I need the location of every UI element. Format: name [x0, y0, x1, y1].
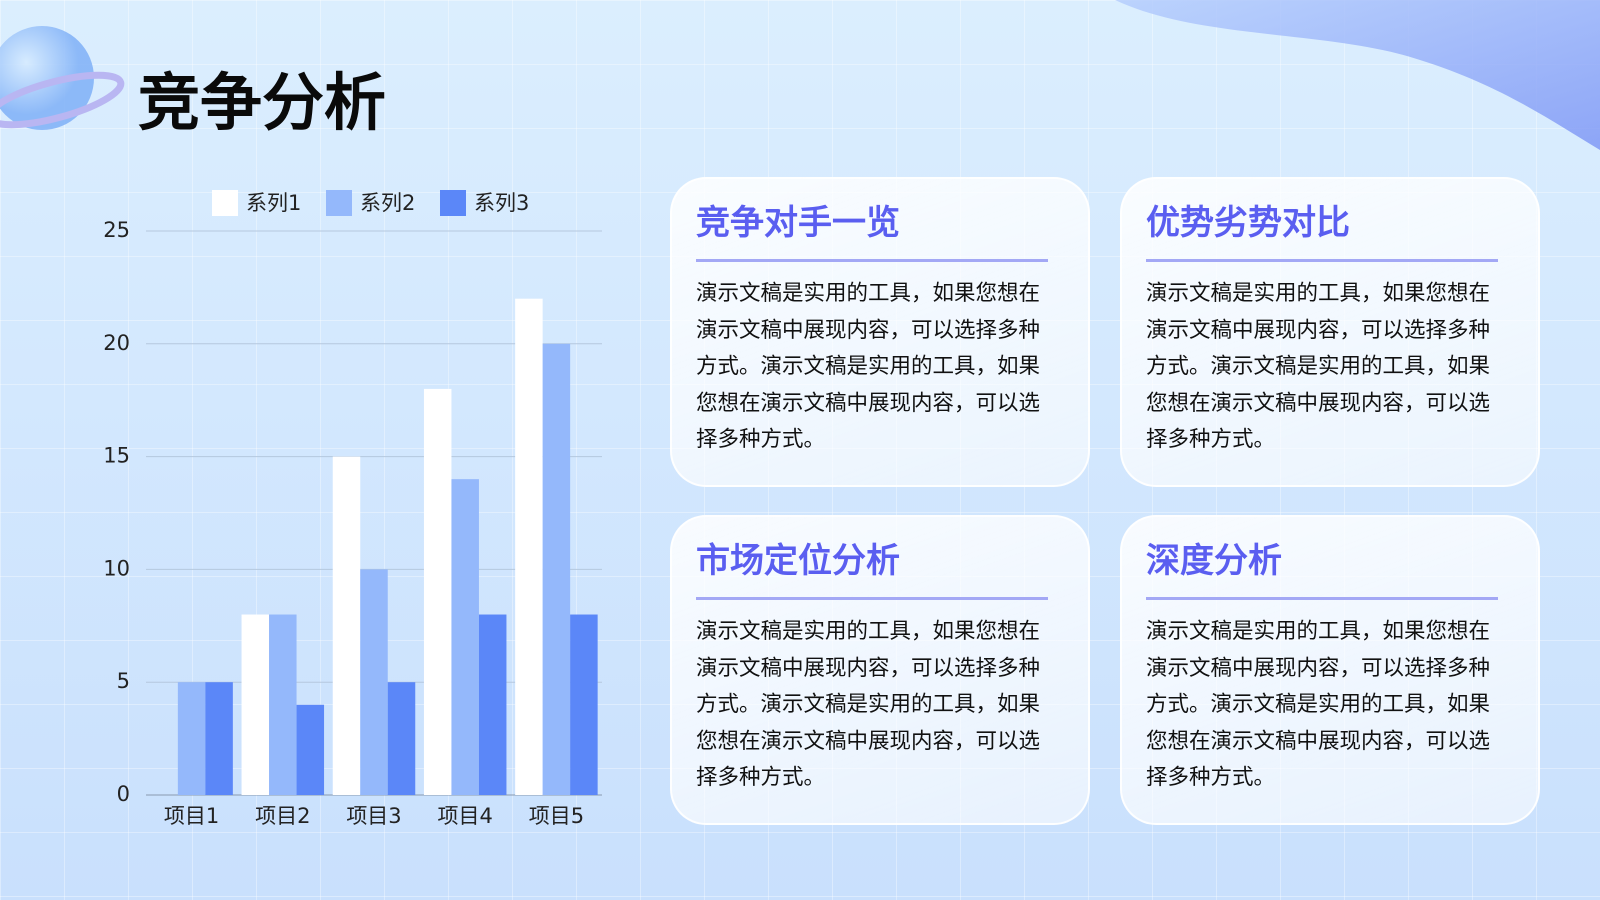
y-tick-label: 10	[103, 556, 130, 580]
x-tick-label: 项目5	[529, 804, 584, 828]
bar	[478, 614, 507, 795]
legend-label: 系列3	[474, 191, 529, 215]
card: 竞争对手一览演示文稿是实用的工具，如果您想在演示文稿中展现内容，可以选择多种方式…	[670, 177, 1090, 487]
bar	[451, 479, 479, 795]
legend-swatch	[326, 190, 352, 216]
bar	[296, 704, 325, 795]
y-tick-label: 20	[103, 331, 130, 355]
chart: 0 5 10 15 20 25 项目1 项目2 项目3 项目4 项目5 系列1 系列2 系列3	[103, 190, 602, 828]
card: 深度分析演示文稿是实用的工具，如果您想在演示文稿中展现内容，可以选择多种方式。演…	[1120, 515, 1540, 825]
card-title: 优势劣势对比	[1146, 203, 1350, 243]
card-title: 深度分析	[1146, 541, 1282, 581]
card-body: 演示文稿是实用的工具，如果您想在演示文稿中展现内容，可以选择多种方式。演示文稿是…	[1146, 619, 1491, 790]
bar	[423, 388, 452, 795]
bar	[360, 569, 388, 795]
bar	[269, 614, 297, 795]
bar	[205, 682, 233, 795]
card-title: 市场定位分析	[696, 541, 900, 581]
y-tick-label: 5	[117, 669, 130, 693]
bar	[241, 614, 270, 795]
bar	[332, 456, 361, 795]
x-tick-label: 项目1	[164, 804, 219, 828]
card-rule	[696, 259, 1048, 262]
y-tick-label: 15	[103, 444, 130, 468]
bar	[542, 343, 571, 795]
bar	[570, 614, 598, 795]
legend-label: 系列2	[360, 191, 415, 215]
bar	[387, 682, 416, 795]
card-title: 竞争对手一览	[696, 203, 900, 243]
wave	[1115, 0, 1600, 150]
card-rule	[1146, 597, 1498, 600]
planet	[0, 26, 94, 130]
page-title: 竞争分析	[138, 66, 387, 139]
legend-swatch	[440, 190, 466, 216]
x-tick-label: 项目3	[346, 804, 401, 828]
legend-label: 系列1	[246, 191, 301, 215]
x-tick-label: 项目4	[438, 804, 493, 828]
y-tick-label: 25	[103, 218, 130, 242]
card-rule	[1146, 259, 1498, 262]
x-tick-label: 项目2	[255, 804, 310, 828]
legend-swatch	[212, 190, 238, 216]
card-rule	[696, 597, 1048, 600]
card: 市场定位分析演示文稿是实用的工具，如果您想在演示文稿中展现内容，可以选择多种方式…	[670, 515, 1090, 825]
bar	[177, 682, 206, 795]
bar	[515, 298, 543, 795]
planet-ring	[0, 71, 125, 129]
y-tick-label: 0	[117, 782, 130, 806]
card: 优势劣势对比演示文稿是实用的工具，如果您想在演示文稿中展现内容，可以选择多种方式…	[1120, 177, 1540, 487]
card-body: 演示文稿是实用的工具，如果您想在演示文稿中展现内容，可以选择多种方式。演示文稿是…	[696, 619, 1041, 790]
card-body: 演示文稿是实用的工具，如果您想在演示文稿中展现内容，可以选择多种方式。演示文稿是…	[696, 281, 1041, 452]
card-body: 演示文稿是实用的工具，如果您想在演示文稿中展现内容，可以选择多种方式。演示文稿是…	[1146, 281, 1491, 452]
